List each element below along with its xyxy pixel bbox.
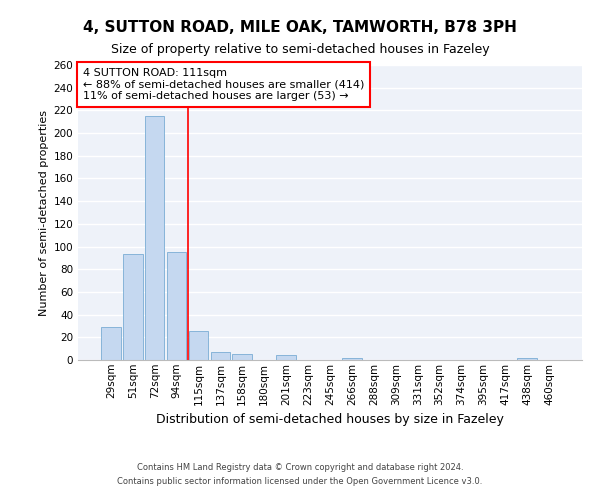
Bar — [167, 252, 187, 360]
Text: Contains HM Land Registry data © Crown copyright and database right 2024.: Contains HM Land Registry data © Crown c… — [137, 462, 463, 471]
Text: 4 SUTTON ROAD: 111sqm
← 88% of semi-detached houses are smaller (414)
11% of sem: 4 SUTTON ROAD: 111sqm ← 88% of semi-deta… — [83, 68, 364, 101]
Bar — [276, 356, 296, 360]
Y-axis label: Number of semi-detached properties: Number of semi-detached properties — [39, 110, 49, 316]
Text: Distribution of semi-detached houses by size in Fazeley: Distribution of semi-detached houses by … — [156, 412, 504, 426]
Text: Contains public sector information licensed under the Open Government Licence v3: Contains public sector information licen… — [118, 478, 482, 486]
Text: Size of property relative to semi-detached houses in Fazeley: Size of property relative to semi-detach… — [110, 42, 490, 56]
Bar — [211, 352, 230, 360]
Bar — [232, 354, 252, 360]
Bar — [188, 330, 208, 360]
Bar — [123, 254, 143, 360]
Bar — [342, 358, 362, 360]
Bar — [145, 116, 164, 360]
Bar — [517, 358, 537, 360]
Bar — [101, 327, 121, 360]
Text: 4, SUTTON ROAD, MILE OAK, TAMWORTH, B78 3PH: 4, SUTTON ROAD, MILE OAK, TAMWORTH, B78 … — [83, 20, 517, 35]
